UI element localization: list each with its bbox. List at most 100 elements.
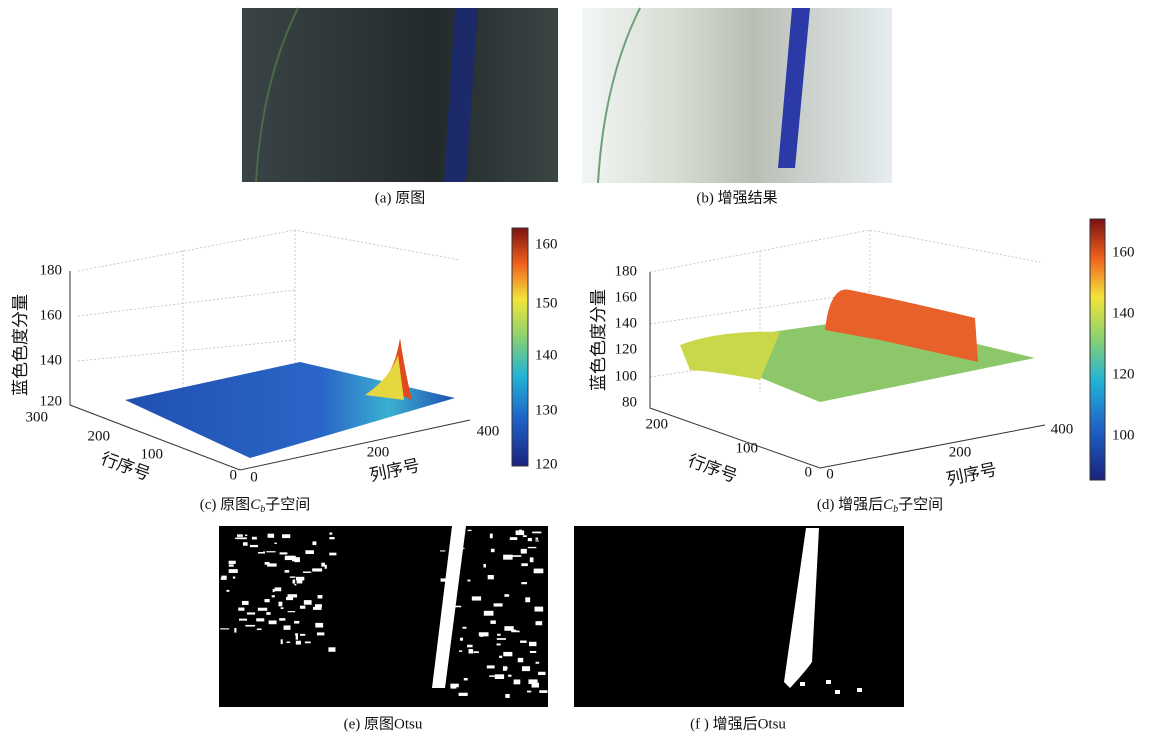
speckle: [513, 629, 517, 631]
speckle: [528, 641, 537, 647]
caption-text: 子空间: [898, 496, 943, 513]
caption-sub: b: [260, 504, 265, 515]
col-tick-label: 200: [367, 444, 390, 460]
speckle: [329, 552, 337, 556]
speckle: [251, 536, 257, 540]
speckle: [539, 690, 548, 693]
speckle: [473, 651, 479, 654]
row-tick-label: 100: [141, 446, 164, 462]
speckle: [857, 688, 862, 692]
speckle: [509, 537, 518, 541]
z-tick-label: 140: [40, 352, 63, 368]
speckle: [279, 552, 288, 555]
stripe: [432, 526, 466, 688]
row-tick-label: 300: [26, 409, 49, 425]
speckle: [533, 568, 544, 574]
speckle: [494, 674, 505, 679]
speckle: [521, 563, 528, 567]
colorbar-tick-label: 120: [535, 456, 558, 472]
z-axis-label: 蓝色色度分量: [589, 289, 608, 391]
speckle: [289, 596, 295, 598]
surface-peak: [365, 355, 404, 400]
speckle: [458, 692, 468, 696]
colorbar-tick-label: 150: [535, 295, 558, 311]
speckle: [467, 644, 473, 648]
speckle: [312, 541, 317, 546]
speckle: [532, 531, 542, 534]
colorbar: [1089, 218, 1106, 481]
z-tick-label: 120: [615, 341, 638, 357]
speckle: [538, 671, 546, 676]
speckle: [289, 576, 296, 578]
speckle: [450, 684, 457, 689]
speckle: [302, 571, 311, 573]
speckle: [531, 682, 539, 688]
row-tick-label: 200: [646, 416, 669, 432]
speckle: [440, 578, 449, 582]
speckle: [280, 639, 283, 645]
speckle: [244, 534, 248, 536]
speckle: [503, 651, 513, 657]
colorbar-tick-label: 120: [1112, 366, 1135, 382]
speckle: [312, 607, 322, 610]
blue-stripe: [444, 8, 478, 182]
speckle: [519, 529, 522, 534]
caption-symbol: C: [250, 497, 261, 513]
colorbar-tick-label: 160: [1112, 244, 1135, 260]
speckle: [286, 596, 294, 601]
speckle: [257, 552, 266, 554]
speckle: [493, 603, 503, 607]
speckle: [272, 588, 275, 593]
speckle: [520, 640, 527, 643]
speckle: [299, 605, 306, 609]
caption: (b) 增强结果: [696, 189, 777, 206]
speckle: [489, 533, 493, 539]
speckle: [266, 612, 271, 615]
speckle: [457, 547, 465, 549]
speckle: [462, 626, 467, 629]
row-tick-label: 0: [805, 464, 813, 480]
speckle: [527, 546, 537, 549]
caption-text: (c) 原图: [200, 496, 250, 513]
speckle: [256, 628, 262, 631]
surface: [125, 362, 455, 458]
speckle: [234, 537, 238, 539]
speckle: [267, 563, 277, 567]
photo-enhanced: [582, 8, 892, 183]
speckle: [267, 533, 275, 538]
speckle: [508, 674, 512, 677]
speckle: [300, 633, 306, 636]
surface-peak: [825, 289, 978, 362]
speckle: [274, 542, 277, 544]
speckle: [505, 693, 510, 698]
speckle: [826, 680, 831, 684]
z-tick-label: 180: [615, 263, 638, 279]
speckle: [228, 564, 234, 567]
speckle: [317, 595, 323, 599]
speckle: [478, 632, 489, 637]
speckle: [228, 569, 238, 573]
speckle: [490, 620, 496, 624]
speckle: [226, 589, 230, 592]
speckle: [328, 647, 336, 652]
colorbar-tick-label: 140: [1112, 305, 1135, 321]
z-tick-label: 160: [40, 307, 63, 323]
photo-original: [242, 8, 558, 182]
speckle: [249, 544, 259, 548]
speckle: [535, 621, 543, 626]
caption: (f ) 增强后Otsu: [690, 715, 786, 732]
speckle: [490, 548, 495, 553]
speckle: [279, 618, 286, 621]
speckle: [246, 612, 256, 615]
speckle: [504, 626, 514, 631]
colorbar-tick-label: 140: [535, 347, 558, 363]
colorbar-tick-label: 100: [1112, 427, 1135, 443]
speckle: [835, 690, 840, 694]
speckle: [448, 576, 455, 581]
speckle: [283, 625, 291, 630]
speckle: [264, 599, 270, 603]
z-tick-label: 160: [615, 289, 638, 305]
speckle: [242, 542, 248, 546]
speckle: [517, 657, 524, 663]
